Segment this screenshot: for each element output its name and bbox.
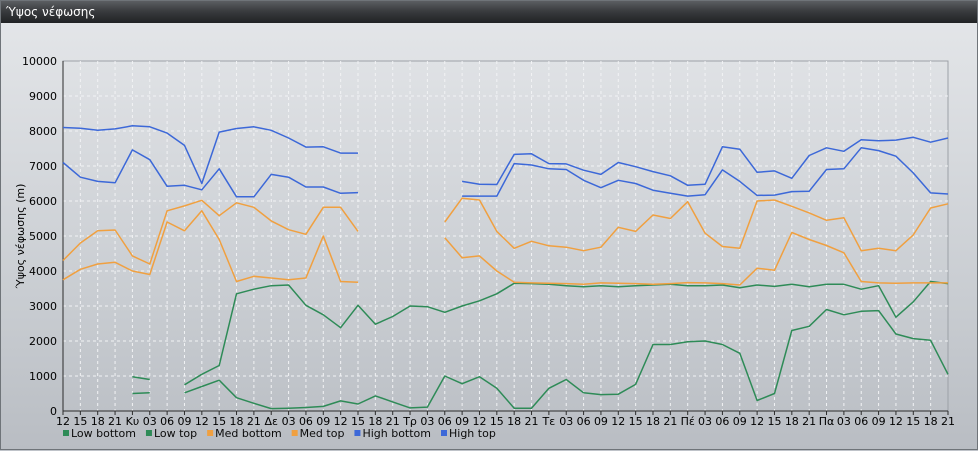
x-tick-label: 09	[455, 415, 469, 428]
x-tick-label: 12	[56, 415, 70, 428]
legend-label-med-bottom: Med bottom	[215, 427, 282, 440]
y-tick-label: 4000	[29, 265, 57, 278]
x-tick-label: 09	[177, 415, 191, 428]
legend: Low bottom Low top Med bottom Med top High b…	[63, 427, 496, 440]
x-tick-label: 09	[872, 415, 886, 428]
y-tick-label: 2000	[29, 335, 57, 348]
series-line-med-bottom	[444, 231, 948, 286]
window-title: Ύψος νέφωσης	[6, 5, 96, 19]
x-tick-label: 03	[559, 415, 573, 428]
x-tick-label: 21	[525, 415, 539, 428]
x-tick-label: 18	[646, 415, 660, 428]
series-line-med-top	[62, 199, 359, 265]
legend-swatch-med-top	[291, 430, 298, 436]
legend-label-high-top: High top	[449, 427, 496, 440]
x-tick-label: 18	[230, 415, 244, 428]
x-tick-label: 03	[698, 415, 712, 428]
series-line-low-top	[184, 280, 949, 386]
x-tick-label: 09	[733, 415, 747, 428]
x-tick-label: 12	[611, 415, 625, 428]
x-tick-label: Κυ	[126, 415, 140, 428]
x-tick-label: 03	[420, 415, 434, 428]
x-tick-label: 21	[941, 415, 955, 428]
legend-swatch-low-bottom	[63, 430, 69, 436]
legend-swatch-med-bottom	[207, 430, 214, 436]
legend-swatch-low-top	[145, 430, 152, 436]
x-tick-label: 21	[663, 415, 677, 428]
y-tick-label: 7000	[29, 160, 57, 173]
y-tick-label: 0	[50, 405, 57, 418]
x-tick-label: 09	[594, 415, 608, 428]
series-line-low-top	[132, 375, 150, 381]
x-tick-label: Τε	[542, 415, 556, 428]
y-tick-label: 6000	[29, 195, 57, 208]
x-tick-label: 12	[334, 415, 348, 428]
legend-swatch-high-bottom	[354, 430, 361, 436]
x-tick-label: 03	[837, 415, 851, 428]
x-tick-label: 03	[143, 415, 157, 428]
x-tick-label: 06	[577, 415, 591, 428]
y-tick-label: 8000	[29, 125, 57, 138]
series-line-low-bottom	[184, 308, 949, 410]
legend-swatch-high-top	[441, 430, 447, 436]
x-tick-label: Τρ	[402, 415, 417, 428]
legend-label-low-top: Low top	[154, 427, 197, 440]
x-tick-label: 15	[73, 415, 87, 428]
x-tick-label: 18	[507, 415, 521, 428]
y-tick-label: 3000	[29, 300, 57, 313]
series-line-low-bottom	[132, 392, 150, 395]
series-line-med-bottom	[62, 210, 359, 283]
x-tick-label: 18	[91, 415, 105, 428]
y-tick-label: 1000	[29, 370, 57, 383]
x-tick-label: 21	[108, 415, 122, 428]
series-line-high-bottom	[462, 147, 949, 197]
x-tick-label: 18	[785, 415, 799, 428]
x-tick-label: 21	[802, 415, 816, 428]
y-tick-label: 9000	[29, 90, 57, 103]
legend-label-high-bottom: High bottom	[362, 427, 431, 440]
y-tick-label: 5000	[29, 230, 57, 243]
window-titlebar: Ύψος νέφωσης	[1, 1, 977, 23]
series-line-high-top	[461, 136, 949, 187]
series-line-med-top	[444, 197, 949, 252]
axes: 0 1000 2000 3000 4000 5000 6000 7000 8000 9000 100…	[22, 55, 955, 428]
x-tick-label: 06	[438, 415, 452, 428]
y-tick-label: 10000	[22, 55, 57, 68]
x-tick-label: 15	[490, 415, 504, 428]
grid-lines	[63, 61, 948, 411]
x-tick-label: Πα	[819, 415, 835, 428]
legend-label-med-top: Med top	[300, 427, 345, 440]
x-tick-label: 06	[299, 415, 313, 428]
x-tick-label: Δε	[264, 415, 278, 428]
x-tick-label: 15	[351, 415, 365, 428]
series-lines	[62, 125, 949, 410]
x-tick-label: 12	[195, 415, 209, 428]
x-tick-label: 09	[316, 415, 330, 428]
legend-label-low-bottom: Low bottom	[71, 427, 136, 440]
x-tick-label: 15	[906, 415, 920, 428]
x-tick-label: 06	[160, 415, 174, 428]
x-tick-label: 21	[247, 415, 261, 428]
y-axis-label: Ύψος νέφωσης (m)	[14, 184, 27, 290]
series-line-high-top	[62, 125, 358, 185]
x-tick-label: 06	[715, 415, 729, 428]
x-tick-label: 03	[282, 415, 296, 428]
x-tick-label: 18	[924, 415, 938, 428]
x-tick-label: 15	[629, 415, 643, 428]
x-tick-label: 12	[750, 415, 764, 428]
x-tick-label: 12	[472, 415, 486, 428]
series-line-high-bottom	[62, 149, 359, 198]
x-tick-label: 12	[889, 415, 903, 428]
x-tick-label: 21	[386, 415, 400, 428]
x-tick-label: 06	[854, 415, 868, 428]
x-tick-label: 18	[368, 415, 382, 428]
x-tick-label: Πέ	[681, 415, 695, 428]
x-tick-label: 15	[767, 415, 781, 428]
x-tick-label: 15	[212, 415, 226, 428]
